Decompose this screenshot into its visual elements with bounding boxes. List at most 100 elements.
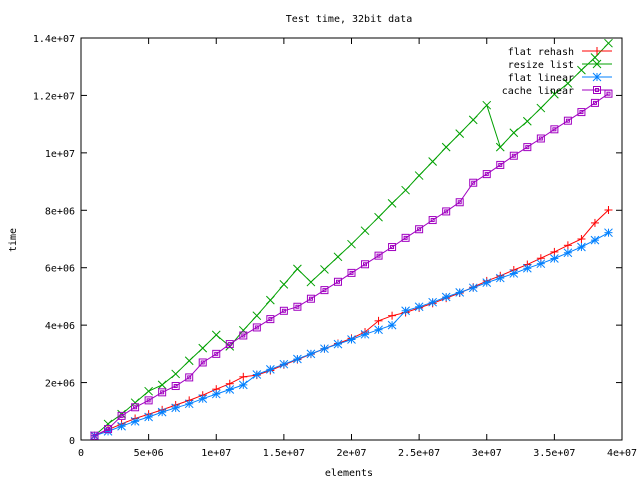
data-point bbox=[592, 72, 602, 82]
y-tick-label: 2e+06 bbox=[45, 379, 75, 390]
axis-ticks: 0 5e+06 1e+07 1.5e+07 2e+07 2.5e+07 3e+07 3.5e+… bbox=[33, 34, 637, 459]
data-point bbox=[198, 394, 208, 404]
data-point bbox=[171, 369, 181, 379]
data-point bbox=[577, 65, 586, 75]
data-point bbox=[360, 329, 370, 339]
data-point bbox=[495, 142, 505, 152]
data-point bbox=[144, 396, 153, 405]
data-point bbox=[496, 160, 505, 169]
data-point bbox=[495, 273, 505, 283]
data-point bbox=[171, 382, 180, 391]
y-axis-label: time bbox=[8, 228, 19, 252]
data-point bbox=[523, 143, 532, 152]
data-point bbox=[347, 335, 356, 344]
data-point bbox=[306, 277, 316, 287]
data-point bbox=[320, 265, 329, 274]
data-point bbox=[211, 330, 221, 340]
data-point bbox=[593, 47, 601, 55]
x-tick-label: 1.5e+07 bbox=[263, 448, 305, 459]
data-point bbox=[185, 373, 194, 382]
data-point bbox=[522, 263, 532, 273]
data-point bbox=[441, 142, 451, 152]
data-point bbox=[590, 218, 599, 227]
data-point bbox=[130, 416, 140, 426]
data-point bbox=[293, 302, 302, 311]
series-line bbox=[94, 93, 609, 437]
data-point bbox=[401, 185, 410, 195]
data-point bbox=[184, 356, 194, 366]
data-point bbox=[333, 339, 343, 349]
data-point bbox=[536, 259, 546, 269]
data-point bbox=[469, 178, 478, 187]
chart-title: Test time, 32bit data bbox=[286, 14, 412, 25]
data-point bbox=[374, 251, 383, 260]
x-tick-label: 1e+07 bbox=[201, 448, 231, 459]
data-point bbox=[388, 243, 397, 252]
series-line bbox=[94, 42, 609, 437]
data-point bbox=[509, 269, 519, 278]
data-point bbox=[442, 207, 451, 216]
x-tick-label: 3e+07 bbox=[472, 448, 502, 459]
data-point bbox=[320, 344, 329, 354]
data-point bbox=[468, 115, 478, 125]
legend-label: flat linear bbox=[508, 73, 574, 84]
data-point bbox=[590, 98, 599, 107]
data-point bbox=[482, 100, 492, 110]
data-point bbox=[361, 260, 370, 269]
data-point bbox=[279, 359, 289, 369]
x-tick-label: 2.5e+07 bbox=[398, 448, 440, 459]
data-point bbox=[509, 151, 518, 160]
x-axis-label: elements bbox=[325, 468, 373, 479]
data-point bbox=[374, 316, 383, 325]
plot-frame bbox=[80, 37, 623, 441]
data-point bbox=[455, 198, 464, 207]
data-point bbox=[536, 103, 546, 113]
data-point bbox=[550, 254, 559, 263]
legend-label: resize list bbox=[508, 60, 574, 71]
data-point bbox=[117, 421, 126, 431]
data-point bbox=[509, 128, 519, 138]
x-tick-label: 4e+07 bbox=[607, 448, 637, 459]
data-point bbox=[333, 252, 343, 262]
data-point bbox=[593, 86, 601, 94]
data-point bbox=[306, 294, 315, 303]
data-point bbox=[387, 320, 397, 330]
data-point bbox=[563, 248, 573, 258]
data-point bbox=[279, 280, 289, 289]
data-point bbox=[604, 205, 613, 214]
y-tick-label: 8e+06 bbox=[45, 206, 75, 217]
data-point bbox=[198, 358, 207, 367]
data-point bbox=[171, 403, 181, 413]
data-point bbox=[468, 283, 478, 293]
series-cache-linear bbox=[90, 89, 613, 440]
data-point bbox=[577, 242, 586, 252]
data-point bbox=[563, 241, 572, 250]
data-point bbox=[306, 349, 316, 359]
x-tick-label: 5e+06 bbox=[134, 448, 164, 459]
data-point bbox=[550, 125, 559, 134]
data-point bbox=[265, 365, 275, 374]
data-point bbox=[387, 199, 397, 208]
series-flat-rehash bbox=[90, 205, 613, 440]
data-point bbox=[590, 235, 600, 245]
data-point bbox=[577, 108, 586, 117]
data-point bbox=[482, 170, 491, 179]
data-point bbox=[211, 389, 221, 399]
data-point bbox=[212, 349, 221, 358]
data-point bbox=[522, 116, 532, 126]
data-point bbox=[347, 268, 356, 277]
data-point bbox=[225, 385, 235, 394]
data-point bbox=[536, 134, 545, 143]
data-point bbox=[104, 425, 113, 434]
data-point bbox=[198, 343, 208, 353]
data-point bbox=[374, 212, 383, 222]
data-point bbox=[144, 386, 153, 396]
data-point bbox=[239, 372, 248, 381]
data-point bbox=[279, 306, 288, 315]
data-point bbox=[590, 53, 600, 62]
data-point bbox=[482, 278, 492, 287]
data-point bbox=[333, 277, 342, 286]
data-point bbox=[441, 292, 451, 302]
data-point bbox=[90, 431, 99, 440]
